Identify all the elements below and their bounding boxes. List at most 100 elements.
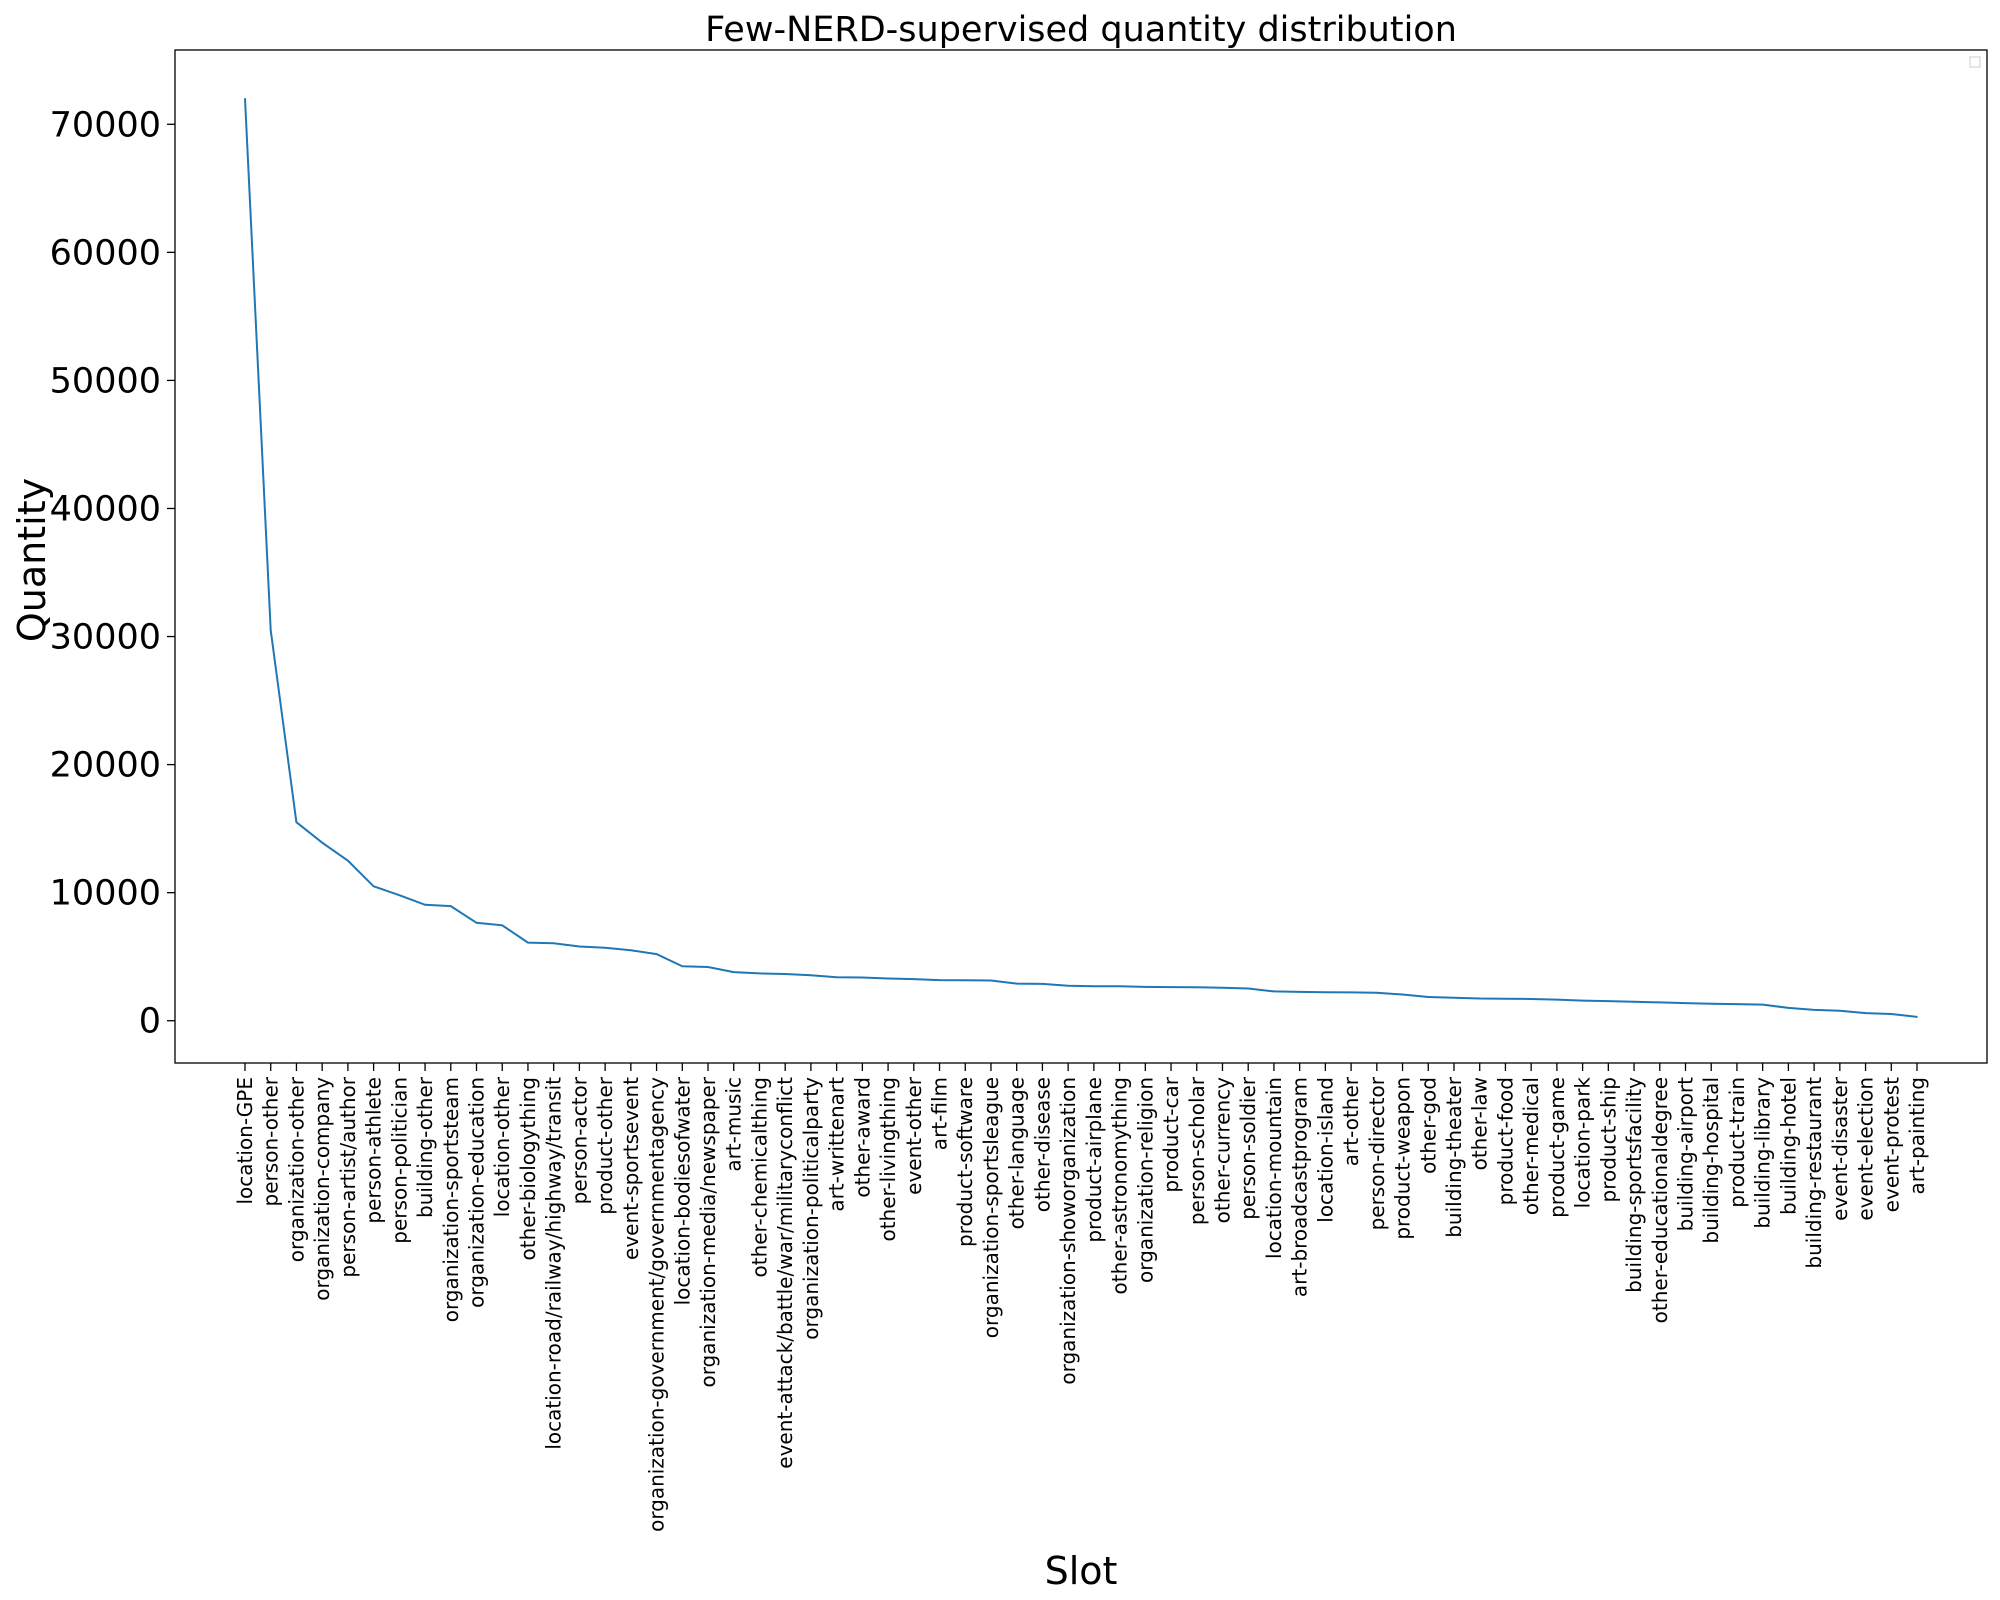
x-tick-label: event-other	[902, 1076, 926, 1195]
x-tick-label: art-music	[722, 1077, 746, 1172]
data-point	[1916, 1016, 1918, 1018]
x-tick-label: person-other	[259, 1076, 283, 1206]
data-point	[1298, 991, 1301, 993]
x-tick-label: location-road/railway/highway/transit	[542, 1077, 566, 1450]
plot-area: 0 10000 20000 30000 40000 50000 60000 70000 loca…	[50, 49, 1988, 1532]
x-tick-label: organization-media/newspaper	[696, 1076, 720, 1387]
data-point	[1118, 985, 1121, 988]
chart-title: Few-NERD-supervised quantity distributio…	[705, 10, 1457, 50]
x-tick-label: other-educationaldegree	[1648, 1077, 1672, 1323]
x-tick-label: product-software	[953, 1077, 977, 1247]
data-point	[1195, 986, 1198, 989]
x-tick-label: organization-showorganization	[1056, 1077, 1080, 1385]
x-tick-label: other-disease	[1030, 1077, 1054, 1212]
x-tick-label: location-GPE	[233, 1077, 257, 1205]
data-point	[269, 629, 272, 631]
x-tick-label: product-weapon	[1391, 1077, 1415, 1240]
plot-frame	[174, 49, 1988, 1064]
data-point	[707, 966, 709, 968]
data-point	[449, 905, 452, 907]
x-tick-label: person-actor	[567, 1076, 591, 1204]
data-point	[732, 971, 735, 973]
data-point	[424, 904, 426, 906]
x-tick-label: other-law	[1468, 1077, 1492, 1170]
data-point	[1839, 1009, 1841, 1012]
data-point	[1556, 998, 1558, 1001]
x-tick-label: other-currency	[1210, 1077, 1234, 1224]
data-point	[604, 946, 606, 949]
data-point	[1350, 991, 1352, 994]
legend-box	[1969, 56, 1981, 68]
y-tick-label: 50000	[50, 361, 161, 401]
x-tick-label: location-bodiesofwater	[670, 1076, 694, 1305]
data-point	[1221, 987, 1224, 989]
x-tick-label: building-other	[413, 1076, 437, 1218]
x-tick-label: location-park	[1571, 1077, 1595, 1209]
data-point	[1581, 999, 1584, 1002]
data-point	[835, 976, 838, 978]
data-point	[1736, 1003, 1738, 1005]
data-point	[1324, 991, 1327, 993]
data-point	[1633, 1000, 1635, 1003]
y-tick-label: 70000	[50, 105, 161, 145]
data-point	[1067, 984, 1069, 987]
data-point	[578, 945, 581, 948]
x-tick-label: building-airport	[1673, 1077, 1697, 1232]
data-point	[1607, 1000, 1610, 1002]
data-point	[887, 977, 889, 980]
x-tick-label: event-election	[1854, 1077, 1878, 1221]
x-tick-label: other-biologything	[516, 1077, 540, 1260]
data-point	[964, 979, 967, 982]
data-point	[398, 894, 401, 897]
x-tick-label: person-scholar	[1185, 1076, 1209, 1225]
series-line	[244, 98, 1918, 1018]
data-point	[758, 972, 761, 975]
data-point	[810, 974, 812, 977]
y-tick-label: 0	[139, 1002, 161, 1042]
x-tick-label: art-film	[928, 1077, 952, 1150]
data-point	[1684, 1002, 1687, 1004]
y-tick-label: 30000	[50, 618, 161, 658]
x-tick-label: person-athlete	[362, 1077, 386, 1224]
data-point	[1144, 986, 1147, 988]
data-point	[1093, 985, 1095, 987]
x-tick-label: person-director	[1365, 1076, 1389, 1230]
data-point	[1170, 986, 1172, 988]
x-tick-label: building-library	[1751, 1077, 1775, 1229]
data-point	[1813, 1009, 1815, 1011]
data-point	[1530, 998, 1532, 1000]
data-point	[1710, 1002, 1713, 1005]
data-point	[913, 978, 915, 980]
data-point	[784, 973, 786, 975]
x-tick-label: building-restaurant	[1802, 1077, 1826, 1269]
x-tick-label: event-attack/battle/war/militaryconflict	[773, 1077, 797, 1469]
data-point	[1478, 997, 1481, 1000]
data-point	[1864, 1012, 1867, 1014]
x-tick-label: organization-religion	[1133, 1077, 1157, 1283]
data-point	[1041, 983, 1044, 985]
data-point	[655, 953, 658, 955]
x-tick-label: product-ship	[1596, 1077, 1620, 1203]
x-tick-label: location-mountain	[1262, 1077, 1286, 1259]
x-tick-label: product-car	[1159, 1076, 1183, 1192]
x-tick-label: product-train	[1725, 1077, 1749, 1208]
x-tick-label: organization-other	[284, 1076, 308, 1262]
y-tick-label: 40000	[50, 489, 161, 529]
x-tick-label: person-artist/author	[336, 1076, 360, 1277]
x-tick-label: other-livingthing	[876, 1077, 900, 1242]
x-tick-label: building-hospital	[1699, 1077, 1723, 1244]
data-point	[1761, 1003, 1764, 1006]
data-point	[1890, 1013, 1893, 1015]
x-tick-label: art-writtenart	[825, 1077, 849, 1212]
data-point	[990, 979, 992, 982]
data-point	[321, 841, 323, 844]
x-tick-label: other-medical	[1519, 1077, 1543, 1215]
x-tick-label: organization-politicalparty	[799, 1077, 823, 1340]
data-point	[1453, 996, 1455, 999]
data-point	[347, 859, 349, 862]
x-tick-label: art-other	[1339, 1076, 1363, 1166]
x-tick-label: location-other	[490, 1076, 514, 1217]
data-point	[1787, 1007, 1790, 1009]
y-tick-label: 10000	[50, 874, 161, 914]
x-tick-label: building-hotel	[1776, 1077, 1800, 1215]
